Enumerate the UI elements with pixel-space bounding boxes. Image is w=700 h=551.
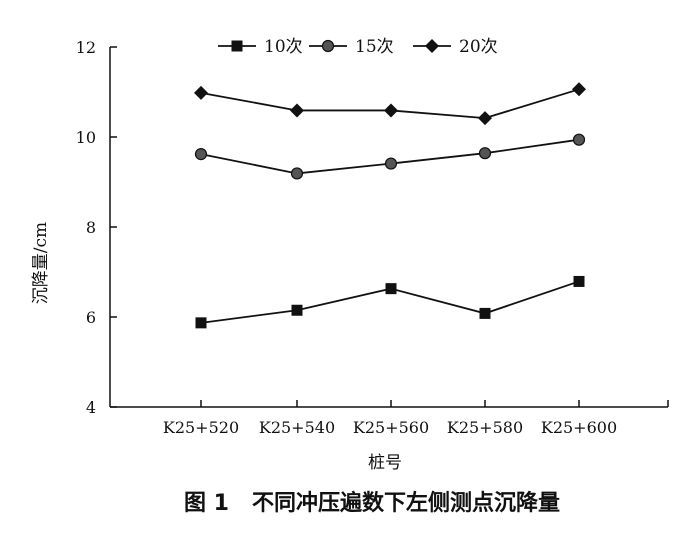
data-point <box>291 304 303 316</box>
figure-caption: 图 1 不同冲压遍数下左侧测点沉降量 <box>184 490 560 516</box>
series-layer <box>194 82 586 329</box>
data-point <box>385 283 397 295</box>
legend-item: 20次 <box>413 37 498 57</box>
legend-marker <box>425 39 439 53</box>
data-point <box>194 85 208 100</box>
series-15 <box>194 133 586 180</box>
data-point <box>572 82 586 97</box>
legend: 10次 15次 20次 <box>218 37 498 57</box>
x-tick-label: K25+600 <box>541 418 617 437</box>
x-tick-label: K25+580 <box>447 418 523 437</box>
axes <box>109 47 668 408</box>
data-point <box>478 111 492 126</box>
data-point <box>194 148 208 161</box>
legend-label: 15次 <box>355 37 394 57</box>
x-axis-ticks: K25+520 K25+540 K25+560 K25+580 K25+600 <box>163 400 669 437</box>
y-tick-label: 10 <box>76 128 96 147</box>
data-point <box>290 167 304 180</box>
data-point <box>573 275 585 287</box>
x-tick-label: K25+560 <box>353 418 429 437</box>
data-point <box>290 103 304 118</box>
data-point <box>479 307 491 319</box>
data-point <box>384 103 398 118</box>
legend-marker <box>321 39 335 53</box>
y-tick-label: 8 <box>86 218 96 237</box>
data-point <box>195 317 207 329</box>
series-10 <box>195 275 585 329</box>
legend-item: 15次 <box>309 37 394 57</box>
y-axis-ticks: 4 6 8 10 12 <box>76 38 117 417</box>
y-axis-label: 沉降量/cm <box>31 222 51 304</box>
legend-label: 20次 <box>459 37 498 57</box>
legend-item: 10次 <box>218 37 303 57</box>
y-tick-label: 4 <box>86 398 96 417</box>
x-tick-label: K25+520 <box>163 418 239 437</box>
x-tick-label: K25+540 <box>259 418 335 437</box>
y-tick-label: 6 <box>86 308 96 327</box>
x-axis-label: 桩号 <box>368 453 402 473</box>
legend-label: 10次 <box>264 37 303 57</box>
data-point <box>478 147 492 160</box>
y-tick-label: 12 <box>76 38 96 57</box>
legend-marker <box>231 40 243 52</box>
series-20 <box>194 82 586 126</box>
data-point <box>384 157 398 170</box>
data-point <box>572 133 586 146</box>
